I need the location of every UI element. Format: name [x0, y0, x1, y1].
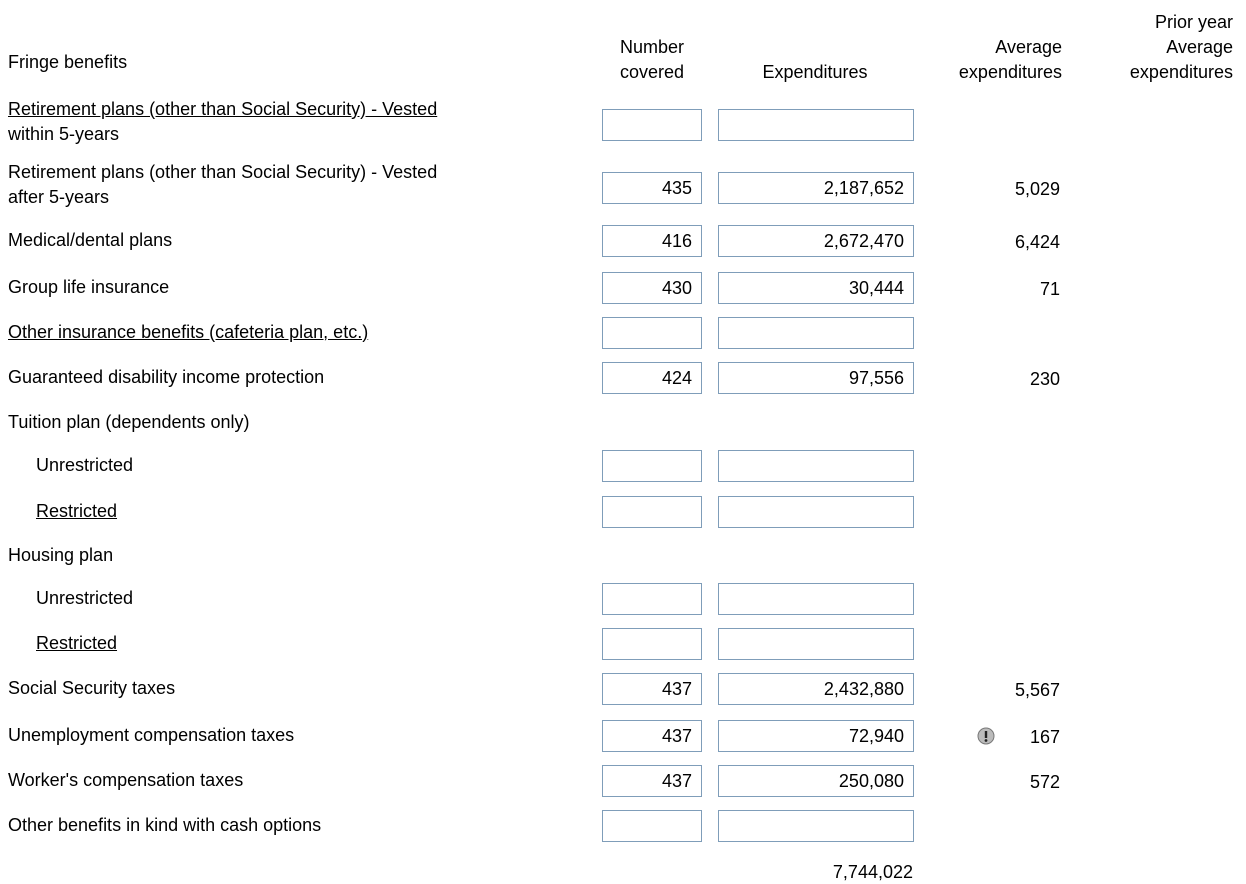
row-label: Guaranteed disability income protection — [8, 366, 325, 387]
row-label: Worker's compensation taxes — [8, 769, 244, 790]
row-label: Unrestricted — [36, 587, 134, 608]
expenditure-input[interactable]: 2,432,880 — [718, 673, 914, 705]
warning-icon — [976, 726, 996, 746]
average-value: 5,029 — [1014, 179, 1060, 199]
expenditure-input[interactable] — [718, 810, 914, 842]
warning-icon-svg — [977, 727, 995, 745]
row-label: Retirement plans (other than Social Secu… — [8, 99, 438, 119]
number-input[interactable]: 437 — [602, 720, 702, 752]
number-input[interactable] — [602, 628, 702, 660]
expenditure-input[interactable]: 2,672,470 — [718, 225, 914, 257]
number-input[interactable]: 435 — [602, 172, 702, 204]
number-input[interactable] — [602, 450, 702, 482]
number-input[interactable] — [602, 810, 702, 842]
number-input[interactable] — [602, 109, 702, 141]
column-header: Expenditures — [762, 62, 868, 82]
average-value: 5,567 — [1014, 680, 1060, 700]
column-header: Average — [995, 37, 1062, 57]
number-input[interactable]: 437 — [602, 765, 702, 797]
expenditure-input[interactable]: 250,080 — [718, 765, 914, 797]
row-label: Unrestricted — [36, 454, 134, 475]
row-label: Social Security taxes — [8, 677, 176, 698]
number-input[interactable] — [602, 583, 702, 615]
expenditure-input[interactable]: 72,940 — [718, 720, 914, 752]
expenditure-input[interactable] — [718, 109, 914, 141]
row-label: Tuition plan (dependents only) — [8, 411, 250, 432]
expenditure-input[interactable] — [718, 317, 914, 349]
column-header: Prior year — [1154, 12, 1233, 32]
expenditure-input[interactable] — [718, 628, 914, 660]
average-value: 230 — [1029, 369, 1060, 389]
row-label: Unemployment compensation taxes — [8, 724, 295, 745]
row-label: Medical/dental plans — [8, 229, 173, 250]
column-header: Number — [619, 37, 685, 57]
expenditure-input[interactable] — [718, 583, 914, 615]
row-label: Group life insurance — [8, 276, 170, 297]
number-input[interactable] — [602, 317, 702, 349]
average-value: 6,424 — [1014, 232, 1060, 252]
expenditure-input[interactable]: 97,556 — [718, 362, 914, 394]
number-input[interactable]: 424 — [602, 362, 702, 394]
row-label: Retirement plans (other than Social Secu… — [8, 162, 438, 182]
number-input[interactable] — [602, 496, 702, 528]
column-header: expenditures — [1129, 62, 1233, 82]
average-value: 572 — [1029, 772, 1060, 792]
row-label: within 5-years — [8, 124, 120, 144]
number-input[interactable]: 437 — [602, 673, 702, 705]
row-label: Restricted — [36, 500, 118, 521]
row-label: Other benefits in kind with cash options — [8, 814, 322, 835]
column-header: expenditures — [958, 62, 1062, 82]
header-label: Fringe benefits — [8, 52, 128, 72]
total-value: 7,744,022 — [832, 862, 913, 882]
row-label: after 5-years — [8, 187, 110, 207]
expenditure-input[interactable] — [718, 496, 914, 528]
row-label: Housing plan — [8, 544, 114, 565]
row-label: Other insurance benefits (cafeteria plan… — [8, 321, 369, 342]
row-label: Restricted — [36, 632, 118, 653]
column-header: covered — [619, 62, 685, 82]
expenditure-input[interactable] — [718, 450, 914, 482]
number-input[interactable]: 416 — [602, 225, 702, 257]
expenditure-input[interactable]: 30,444 — [718, 272, 914, 304]
number-input[interactable]: 430 — [602, 272, 702, 304]
expenditure-input[interactable]: 2,187,652 — [718, 172, 914, 204]
average-value: 71 — [1039, 279, 1060, 299]
column-header: Average — [1166, 37, 1233, 57]
average-value: 167 — [1029, 727, 1060, 747]
